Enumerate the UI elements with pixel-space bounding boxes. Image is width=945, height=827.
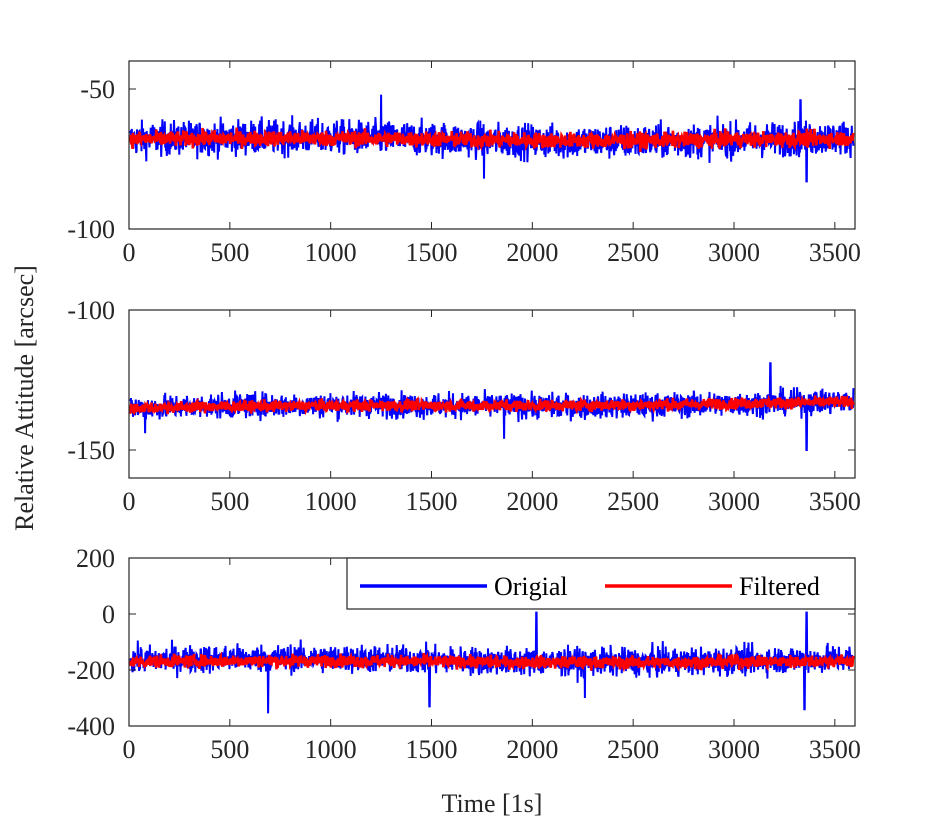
x-tick-label-1-5: 2500 bbox=[607, 238, 659, 267]
legend-box bbox=[346, 557, 856, 610]
x-tick-label-3-4: 2000 bbox=[506, 735, 558, 764]
x-tick-label-3-0: 0 bbox=[123, 735, 136, 764]
x-tick-label-2-3: 1500 bbox=[406, 487, 458, 516]
axes-box-2 bbox=[128, 309, 856, 479]
y-tick-label-2-0: -100 bbox=[67, 296, 115, 325]
x-tick-label-1-0: 0 bbox=[123, 238, 136, 267]
x-tick-label-2-7: 3500 bbox=[809, 487, 861, 516]
x-tick-label-1-3: 1500 bbox=[406, 238, 458, 267]
series-filtered-panel-1 bbox=[129, 127, 855, 153]
y-tick-label-3-3: -400 bbox=[67, 712, 115, 741]
x-axis-label: Time [1s] bbox=[442, 789, 543, 818]
x-tick-label-1-7: 3500 bbox=[809, 238, 861, 267]
x-tick-label-2-4: 2000 bbox=[506, 487, 558, 516]
x-tick-label-3-5: 2500 bbox=[607, 735, 659, 764]
x-tick-label-2-0: 0 bbox=[123, 487, 136, 516]
panel-2: 0 500 1000 1500 2000 2500 3000 3500 -100 -150 bbox=[67, 296, 861, 516]
y-tick-label-3-0: 200 bbox=[76, 544, 115, 573]
x-tick-label-3-6: 3000 bbox=[708, 735, 760, 764]
legend-label-origial: Origial bbox=[494, 572, 568, 601]
x-tick-label-1-6: 3000 bbox=[708, 238, 760, 267]
series-filtered-panel-3 bbox=[129, 651, 855, 673]
y-tick-label-3-2: -200 bbox=[67, 656, 115, 685]
legend: Origial Filtered bbox=[346, 557, 856, 610]
legend-label-filtered: Filtered bbox=[739, 572, 820, 601]
x-tick-label-1-4: 2000 bbox=[506, 238, 558, 267]
x-tick-label-3-7: 3500 bbox=[809, 735, 861, 764]
x-tick-label-3-1: 500 bbox=[210, 735, 249, 764]
y-tick-label-2-1: -150 bbox=[67, 436, 115, 465]
x-tick-label-2-5: 2500 bbox=[607, 487, 659, 516]
x-tick-label-2-2: 1000 bbox=[305, 487, 357, 516]
x-tick-label-3-3: 1500 bbox=[406, 735, 458, 764]
x-tick-label-1-2: 1000 bbox=[305, 238, 357, 267]
y-tick-label-1-1: -100 bbox=[67, 215, 115, 244]
panels-group: 0 500 1000 1500 2000 2500 3000 3500-50-1000 500 1… bbox=[67, 60, 861, 764]
x-tick-label-3-2: 1000 bbox=[305, 735, 357, 764]
x-tick-label-1-1: 500 bbox=[210, 238, 249, 267]
y-tick-label-1-0: -50 bbox=[80, 75, 115, 104]
y-axis-label: Relative Attitude [arcsec] bbox=[10, 265, 39, 531]
series-filtered-panel-2 bbox=[129, 394, 855, 416]
x-tick-label-2-6: 3000 bbox=[708, 487, 760, 516]
panel-1: 0 500 1000 1500 2000 2500 3000 3500 -50 -100 bbox=[67, 60, 861, 267]
axes-box-1 bbox=[128, 60, 856, 230]
y-tick-label-3-1: 0 bbox=[102, 600, 115, 629]
x-tick-label-2-1: 500 bbox=[210, 487, 249, 516]
